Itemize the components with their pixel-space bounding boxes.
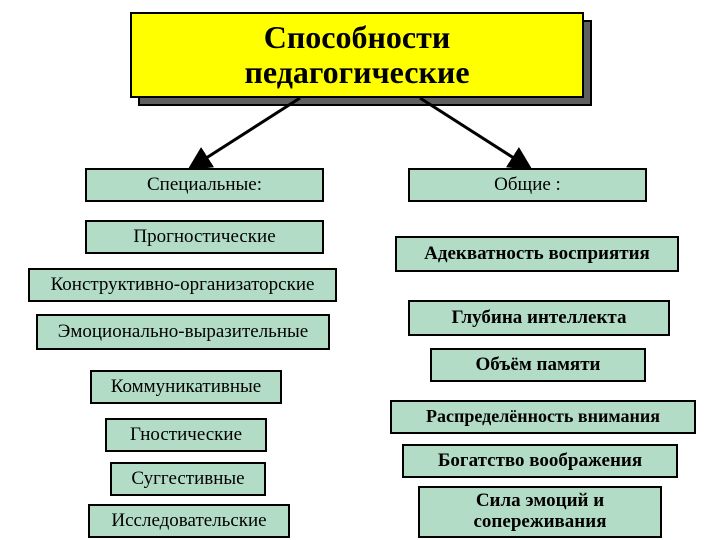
right-item-2-label: Объём памяти <box>476 355 601 376</box>
left-item-0: Прогностические <box>85 220 324 254</box>
right-item-0-label: Адекватность восприятия <box>424 244 650 265</box>
left-item-1-label: Конструктивно-организаторские <box>51 275 315 296</box>
left-item-2-label: Эмоционально-выразительные <box>58 322 308 343</box>
right-item-5: Сила эмоций исопереживания <box>418 486 662 538</box>
right-item-5-label: Сила эмоций исопереживания <box>474 491 607 533</box>
left-item-6: Исследовательские <box>88 504 290 538</box>
right-item-1-label: Глубина интеллекта <box>452 308 627 329</box>
left-item-0-label: Прогностические <box>133 227 275 248</box>
right-header-label: Общие : <box>494 175 561 196</box>
left-header: Специальные: <box>85 168 324 202</box>
left-item-3-label: Коммуникативные <box>111 377 261 398</box>
right-item-1: Глубина интеллекта <box>408 300 670 336</box>
right-header: Общие : <box>408 168 647 202</box>
left-item-6-label: Исследовательские <box>111 511 266 532</box>
title-line-1: Способности <box>264 19 451 55</box>
left-item-1: Конструктивно-организаторские <box>28 268 337 302</box>
right-item-3: Распределённость внимания <box>390 400 696 434</box>
right-item-2: Объём памяти <box>430 348 646 382</box>
left-item-5-label: Суггестивные <box>131 469 244 490</box>
title-line-2: педагогические <box>244 54 469 90</box>
right-item-3-label: Распределённость внимания <box>426 407 660 427</box>
title-box: Способности педагогические <box>130 12 584 98</box>
left-header-label: Специальные: <box>147 175 262 196</box>
arrow-right <box>420 98 520 162</box>
right-item-4: Богатство воображения <box>402 444 678 478</box>
right-item-4-label: Богатство воображения <box>438 451 642 472</box>
left-item-5: Суггестивные <box>110 462 266 496</box>
left-item-4-label: Гностические <box>130 425 242 446</box>
left-item-4: Гностические <box>105 418 267 452</box>
arrow-left <box>200 98 300 162</box>
left-item-2: Эмоционально-выразительные <box>36 314 330 350</box>
left-item-3: Коммуникативные <box>90 370 282 404</box>
right-item-0: Адекватность восприятия <box>395 236 679 272</box>
